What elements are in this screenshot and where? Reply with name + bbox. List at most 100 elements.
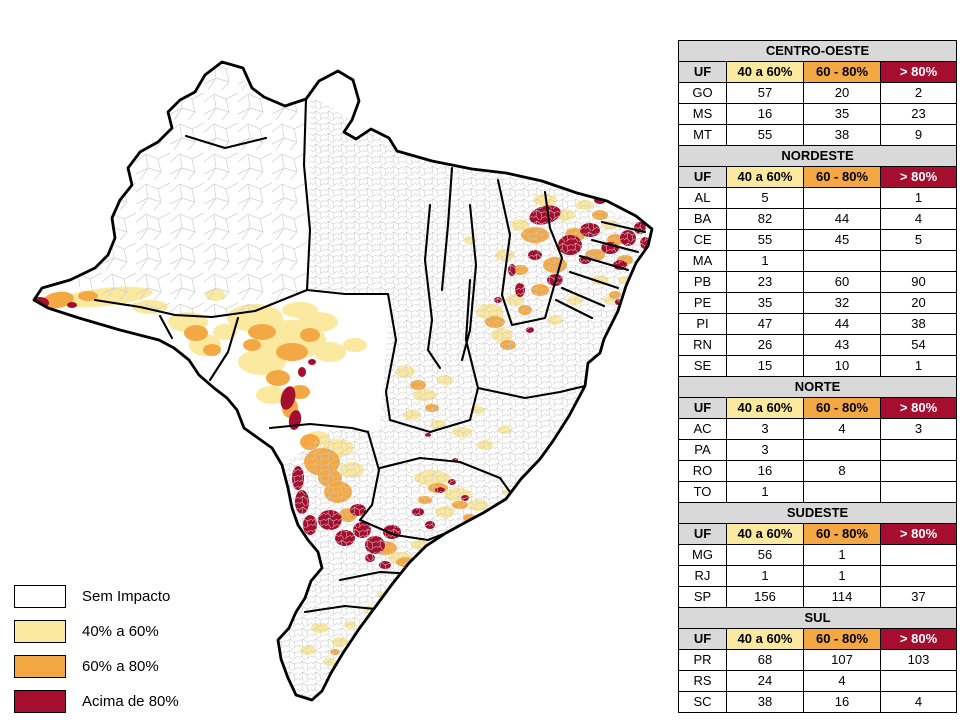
- column-header-high: > 80%: [879, 166, 958, 188]
- column-header-high: > 80%: [879, 397, 958, 419]
- region-header-sul: SUL: [677, 607, 958, 629]
- value-cell-mid: 44: [803, 313, 881, 335]
- column-header-row: UF 40 a 60% 60 - 80% > 80%: [678, 628, 958, 650]
- value-cell-low: 16: [726, 460, 804, 482]
- table-row-RS: RS 24 4: [678, 670, 958, 692]
- legend-item-none: Sem Impacto: [14, 584, 179, 608]
- legend-swatch-mid: [14, 654, 66, 678]
- column-header-mid: 60 - 80%: [803, 628, 881, 650]
- value-cell-high: 20: [879, 292, 958, 314]
- uf-cell: MG: [678, 544, 727, 566]
- uf-cell: RJ: [678, 565, 727, 587]
- municipal-mesh-coarse: [60, 62, 308, 318]
- value-cell-low: 47: [726, 313, 804, 335]
- uf-cell: MA: [678, 250, 727, 272]
- value-cell-high: 4: [879, 691, 958, 713]
- legend-item-mid: 60% a 80%: [14, 654, 179, 678]
- region-header-row: SUL: [677, 607, 958, 629]
- region-header-centro-oeste: CENTRO-OESTE: [677, 40, 958, 62]
- column-header-high: > 80%: [879, 61, 958, 83]
- column-header-high: > 80%: [879, 523, 958, 545]
- table-row-BA: BA 82 44 4: [678, 208, 958, 230]
- legend-label: Acima de 80%: [82, 692, 179, 710]
- value-cell-low: 26: [726, 334, 804, 356]
- table-row-SP: SP 156 114 37: [678, 586, 958, 608]
- column-header-uf: UF: [678, 397, 727, 419]
- column-header-low: 40 a 60%: [726, 61, 804, 83]
- table-row-PR: PR 68 107 103: [678, 649, 958, 671]
- table-row-RJ: RJ 1 1: [678, 565, 958, 587]
- legend-item-high: Acima de 80%: [14, 689, 179, 713]
- value-cell-low: 3: [726, 439, 804, 461]
- value-cell-high: 38: [879, 313, 958, 335]
- region-header-nordeste: NORDESTE: [677, 145, 958, 167]
- region-header-sudeste: SUDESTE: [677, 502, 958, 524]
- uf-cell: SC: [678, 691, 727, 713]
- value-cell-low: 56: [726, 544, 804, 566]
- value-cell-low: 1: [726, 565, 804, 587]
- value-cell-low: 57: [726, 82, 804, 104]
- table-row-MA: MA 1: [678, 250, 958, 272]
- value-cell-high: [879, 481, 958, 503]
- value-cell-mid: 4: [803, 670, 881, 692]
- value-cell-high: [879, 565, 958, 587]
- value-cell-mid: 35: [803, 103, 881, 125]
- legend-label: 60% a 80%: [82, 657, 159, 675]
- column-header-row: UF 40 a 60% 60 - 80% > 80%: [678, 523, 958, 545]
- uf-cell: PR: [678, 649, 727, 671]
- region-header-row: CENTRO-OESTE: [677, 40, 958, 62]
- column-header-low: 40 a 60%: [726, 628, 804, 650]
- value-cell-mid: 44: [803, 208, 881, 230]
- table-row-AC: AC 3 4 3: [678, 418, 958, 440]
- table-row-TO: TO 1: [678, 481, 958, 503]
- value-cell-low: 15: [726, 355, 804, 377]
- uf-cell: PA: [678, 439, 727, 461]
- uf-cell: MT: [678, 124, 727, 146]
- legend-swatch-low: [14, 619, 66, 643]
- table-row-AL: AL 5 1: [678, 187, 958, 209]
- table-row-GO: GO 57 20 2: [678, 82, 958, 104]
- uf-cell: PB: [678, 271, 727, 293]
- column-header-mid: 60 - 80%: [803, 397, 881, 419]
- column-header-uf: UF: [678, 61, 727, 83]
- value-cell-low: 5: [726, 187, 804, 209]
- value-cell-mid: [803, 439, 881, 461]
- legend-label: Sem Impacto: [82, 587, 171, 605]
- value-cell-high: [879, 670, 958, 692]
- value-cell-mid: 114: [803, 586, 881, 608]
- value-cell-high: 9: [879, 124, 958, 146]
- region-header-row: NORTE: [677, 376, 958, 398]
- value-cell-mid: 1: [803, 565, 881, 587]
- value-cell-low: 156: [726, 586, 804, 608]
- table-row-SE: SE 15 10 1: [678, 355, 958, 377]
- value-cell-mid: 1: [803, 544, 881, 566]
- value-cell-mid: 16: [803, 691, 881, 713]
- table-row-CE: CE 55 45 5: [678, 229, 958, 251]
- uf-cell: AC: [678, 418, 727, 440]
- value-cell-mid: 45: [803, 229, 881, 251]
- value-cell-high: 2: [879, 82, 958, 104]
- value-cell-high: [879, 460, 958, 482]
- uf-cell: TO: [678, 481, 727, 503]
- table-row-PI: PI 47 44 38: [678, 313, 958, 335]
- value-cell-high: 1: [879, 187, 958, 209]
- uf-cell: RN: [678, 334, 727, 356]
- table-row-PA: PA 3: [678, 439, 958, 461]
- value-cell-mid: 38: [803, 124, 881, 146]
- uf-cell: PE: [678, 292, 727, 314]
- region-header-row: SUDESTE: [677, 502, 958, 524]
- uf-cell: SE: [678, 355, 727, 377]
- value-cell-high: 103: [879, 649, 958, 671]
- value-cell-high: 5: [879, 229, 958, 251]
- value-cell-mid: 10: [803, 355, 881, 377]
- value-cell-low: 23: [726, 271, 804, 293]
- value-cell-mid: [803, 187, 881, 209]
- uf-cell: AL: [678, 187, 727, 209]
- brazil-choropleth-map: [32, 60, 654, 702]
- value-cell-mid: [803, 481, 881, 503]
- value-cell-mid: 4: [803, 418, 881, 440]
- legend-item-low: 40% a 60%: [14, 619, 179, 643]
- table-row-MS: MS 16 35 23: [678, 103, 958, 125]
- value-cell-low: 1: [726, 250, 804, 272]
- value-cell-mid: 8: [803, 460, 881, 482]
